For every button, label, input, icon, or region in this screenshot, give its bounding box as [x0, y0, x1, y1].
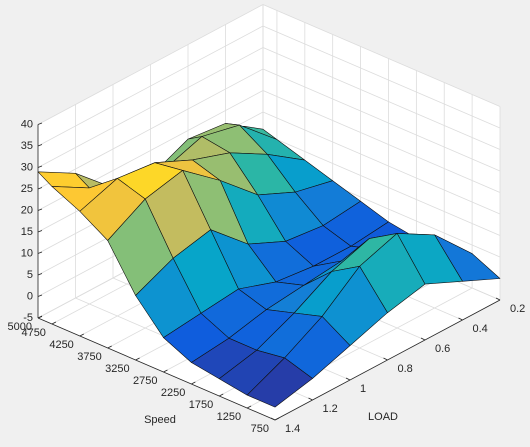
x-tick-label: 2750	[133, 375, 157, 387]
y-tick	[420, 337, 426, 341]
z-tick-label: -5	[23, 312, 33, 324]
grid-line	[262, 68, 501, 172]
z-tick-label: 40	[21, 118, 33, 130]
grid-line	[37, 47, 264, 168]
z-tick	[37, 273, 43, 276]
grid-line	[262, 90, 501, 193]
x-tick-label: 4750	[21, 327, 45, 339]
x-axis-label: Speed	[144, 414, 176, 426]
z-tick-label: 5	[27, 269, 33, 281]
y-tick	[345, 377, 351, 381]
y-tick-label: 1.2	[323, 403, 338, 415]
z-tick-label: 0	[27, 290, 33, 302]
x-tick	[37, 315, 43, 319]
grid-line	[262, 47, 501, 150]
back-wall	[263, 4, 500, 300]
z-tick-label: 30	[21, 161, 33, 173]
z-tick	[37, 165, 43, 168]
z-tick-label: 10	[21, 247, 33, 259]
axis-line	[37, 317, 276, 421]
grid-line	[262, 4, 501, 107]
x-tick	[79, 333, 85, 337]
x-tick	[163, 369, 168, 373]
x-tick	[107, 345, 112, 349]
z-tick	[37, 144, 43, 147]
y-tick	[308, 397, 313, 401]
x-tick	[135, 357, 140, 361]
x-tick-label: 1750	[189, 399, 213, 411]
grid-line	[37, 4, 264, 125]
x-tick-label: 2250	[161, 387, 185, 399]
z-tick-label: 20	[21, 204, 33, 216]
x-tick-label: 3250	[105, 363, 129, 375]
x-tick-label: 3750	[77, 351, 101, 363]
grid-line	[37, 25, 264, 147]
y-tick-label: 1	[360, 383, 366, 395]
z-tick	[37, 251, 43, 254]
y-tick-label: 1.4	[285, 423, 300, 435]
z-tick	[37, 208, 43, 211]
y-tick	[458, 317, 463, 321]
y-tick	[383, 357, 388, 361]
z-tick	[37, 122, 43, 125]
x-tick	[219, 393, 224, 397]
y-tick-label: 0.8	[398, 363, 413, 375]
x-tick-label: 1250	[217, 411, 241, 423]
y-tick	[495, 297, 501, 301]
z-tick-label: 35	[21, 140, 33, 152]
z-tick	[37, 187, 43, 190]
grid-line	[262, 111, 501, 215]
y-tick-label: 0.6	[435, 343, 450, 355]
y-tick	[270, 417, 276, 421]
z-tick-label: 15	[21, 226, 33, 238]
y-tick-label: 0.2	[510, 303, 525, 315]
x-tick-label: 750	[251, 423, 269, 435]
x-tick	[191, 381, 196, 385]
z-tick	[37, 230, 43, 233]
z-tick	[37, 294, 43, 297]
z-tick-label: 25	[21, 183, 33, 195]
x-tick-label: 5000	[8, 321, 32, 333]
surface-patch	[246, 357, 313, 408]
x-tick-label: 4250	[49, 339, 73, 351]
grid-line	[37, 68, 264, 190]
y-tick-label: 0.4	[473, 323, 488, 335]
y-axis-label: LOAD	[368, 411, 398, 423]
x-tick	[51, 321, 57, 325]
grid-line	[262, 25, 501, 129]
x-tick	[274, 417, 280, 421]
grid-line	[262, 133, 501, 236]
x-tick	[246, 405, 252, 409]
